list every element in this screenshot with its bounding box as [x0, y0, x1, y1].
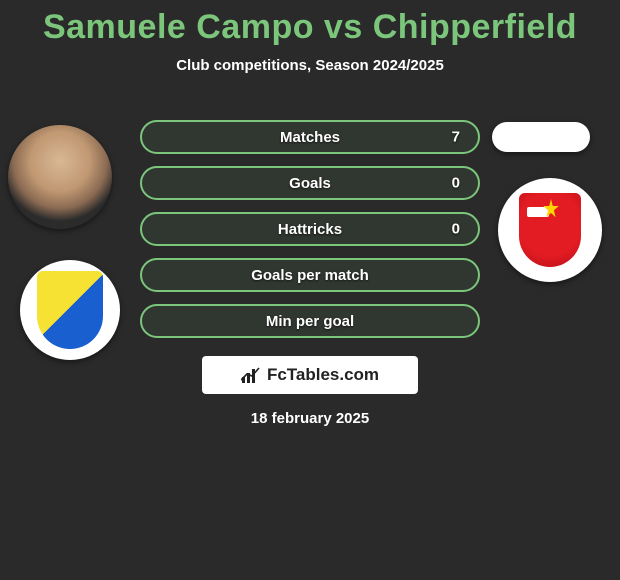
date-text: 18 february 2025 [0, 410, 620, 427]
stat-value: 0 [452, 221, 460, 238]
stat-row: Min per goal [140, 304, 480, 338]
stat-label: Goals [289, 175, 331, 192]
stat-row: Goals per match [140, 258, 480, 292]
stat-value: 0 [452, 175, 460, 192]
stat-label: Hattricks [278, 221, 342, 238]
stat-row: Goals 0 [140, 166, 480, 200]
stat-label: Goals per match [251, 267, 369, 284]
stat-value: 7 [452, 129, 460, 146]
branding-box: FcTables.com [202, 356, 418, 394]
stat-label: Min per goal [266, 313, 354, 330]
subtitle: Club competitions, Season 2024/2025 [0, 57, 620, 74]
stat-row: Matches 7 [140, 120, 480, 154]
stats-list: Matches 7 Goals 0 Hattricks 0 Goals per … [0, 120, 620, 350]
stat-label: Matches [280, 129, 340, 146]
branding-text: FcTables.com [267, 365, 379, 385]
bar-chart-icon [241, 366, 261, 384]
page-title: Samuele Campo vs Chipperfield [0, 0, 620, 47]
stat-row: Hattricks 0 [140, 212, 480, 246]
